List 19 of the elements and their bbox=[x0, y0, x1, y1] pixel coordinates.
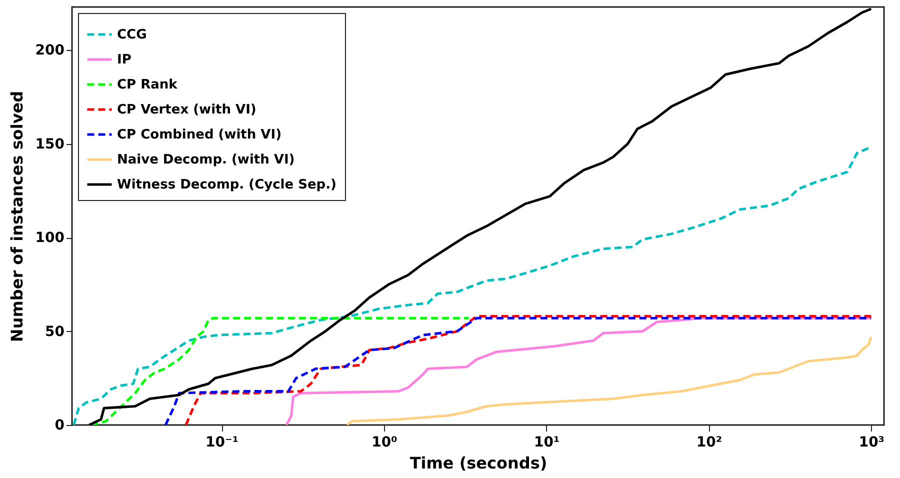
x-tick-label: 10⁻¹ bbox=[206, 434, 239, 450]
legend-label: IP bbox=[117, 52, 132, 68]
y-axis-title: Number of instances solved bbox=[7, 90, 26, 342]
y-tick-label: 50 bbox=[45, 324, 65, 340]
x-tick-label: 10⁰ bbox=[372, 434, 398, 450]
legend-label: CCG bbox=[117, 28, 147, 42]
legend-label: CP Vertex (with VI) bbox=[117, 102, 256, 118]
legend-label: CP Combined (with VI) bbox=[117, 128, 282, 142]
y-tick-label: 100 bbox=[35, 230, 65, 246]
legend-label: Witness Decomp. (Cycle Sep.) bbox=[117, 178, 336, 192]
legend-label: Naive Decomp. (with VI) bbox=[117, 152, 295, 168]
legend-label: CP Rank bbox=[117, 78, 178, 92]
y-tick-label: 150 bbox=[35, 136, 65, 152]
y-tick-label: 200 bbox=[35, 42, 65, 59]
y-tick-label: 0 bbox=[54, 418, 65, 434]
x-axis-title: Time (seconds) bbox=[410, 454, 548, 472]
x-tick-label: 10³ bbox=[858, 434, 884, 450]
x-tick-label: 10² bbox=[696, 434, 722, 450]
x-tick-label: 10¹ bbox=[534, 434, 560, 450]
